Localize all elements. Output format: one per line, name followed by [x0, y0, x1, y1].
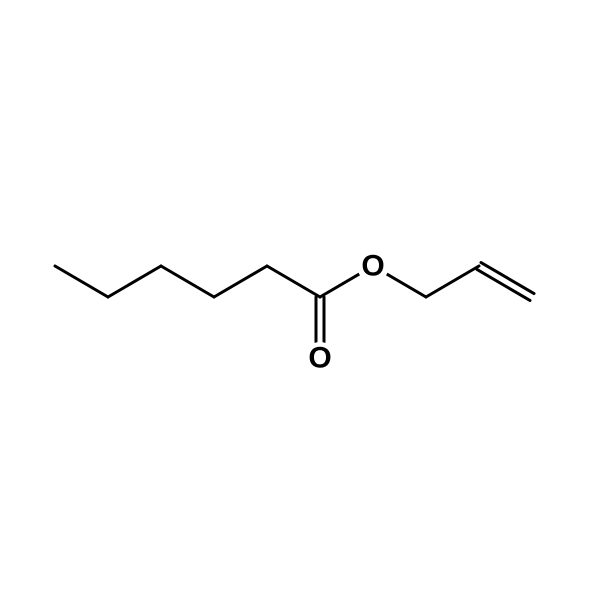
bond [426, 266, 479, 297]
atom-label: O [308, 342, 331, 375]
atom-label: O [361, 250, 384, 283]
bond [214, 266, 267, 297]
bond [55, 266, 108, 297]
bond [267, 266, 320, 297]
bond [108, 266, 161, 297]
molecule-diagram: OO [0, 0, 600, 600]
bonds-layer [55, 263, 534, 342]
bond [320, 274, 359, 297]
bond [387, 274, 426, 297]
bond [161, 266, 214, 297]
